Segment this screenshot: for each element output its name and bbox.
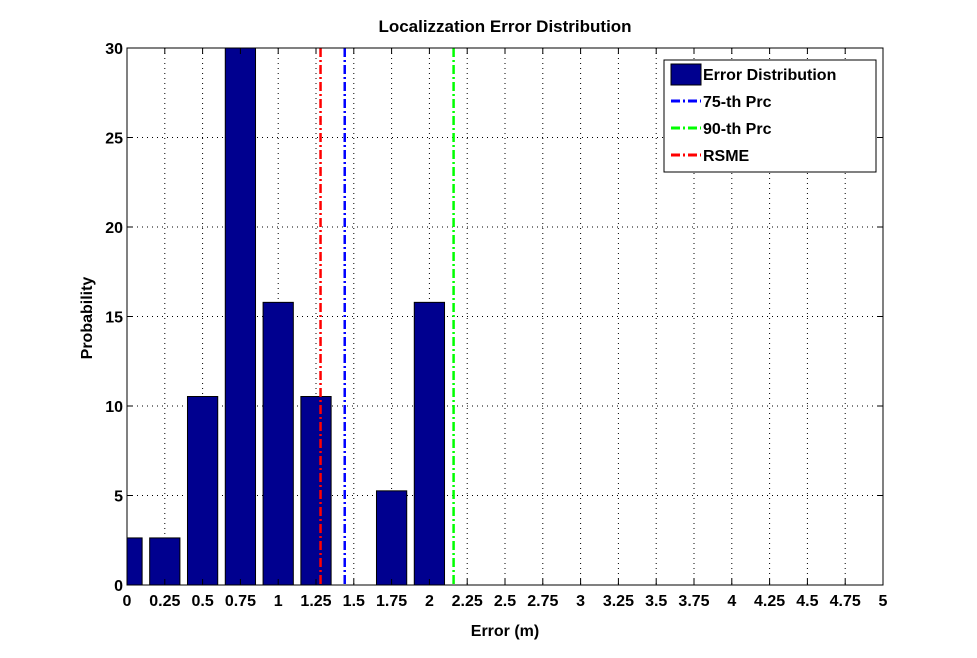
x-tick-label: 0.5 [191,593,213,610]
legend: Error Distribution 75-th Prc 90-th Prc RSME [663,59,877,173]
bar [300,396,332,586]
y-tick-label: 20 [105,220,123,237]
x-tick-label: 1.25 [300,593,331,610]
bar [413,301,446,586]
x-tick-label: 1 [274,593,283,610]
bars-group [126,47,446,586]
x-tick-label: 0.25 [149,593,180,610]
x-tick-label: 0 [123,593,132,610]
x-tick-label: 3.75 [678,593,709,610]
y-tick-label: 15 [105,310,123,327]
legend-label: 90-th Prc [703,121,772,138]
bar [262,301,294,586]
legend-label: 75-th Prc [703,94,772,111]
legend-swatch [670,63,702,86]
bar [375,490,408,586]
x-tick-label: 0.75 [225,593,256,610]
reference-lines [319,48,455,585]
x-tick-label: 2.75 [527,593,558,610]
y-tick-label: 0 [114,578,123,595]
x-axis-ticks: 0 0.25 0.5 0.75 1 1.25 1.5 1.75 2 2.25 2.5 2.75 3 3.2… [123,48,888,610]
x-tick-label: 4.25 [754,593,785,610]
x-tick-label: 2.5 [494,593,516,610]
chart-title: Localizzation Error Distribution [378,17,631,36]
x-tick-label: 2.25 [452,593,483,610]
x-tick-label: 1.75 [376,593,407,610]
x-tick-label: 1.5 [343,593,365,610]
legend-label: RSME [703,148,750,165]
y-axis-ticks: 0 5 10 15 20 25 30 [105,41,883,595]
y-axis-label: Probability [79,277,96,360]
y-tick-label: 30 [105,41,123,58]
y-tick-label: 25 [105,131,123,148]
x-tick-label: 3.25 [603,593,634,610]
x-tick-label: 3.5 [645,593,667,610]
bar [149,537,181,586]
x-tick-label: 2 [425,593,434,610]
bar [224,47,257,586]
y-tick-label: 10 [105,399,123,416]
y-tick-label: 5 [114,489,123,506]
x-axis-label: Error (m) [471,623,539,640]
x-tick-label: 4.75 [830,593,861,610]
x-tick-label: 4.5 [796,593,818,610]
bar [126,537,143,586]
legend-label: Error Distribution [703,67,836,84]
bar [186,396,219,586]
x-tick-label: 3 [576,593,585,610]
x-tick-label: 5 [879,593,888,610]
x-tick-label: 4 [727,593,736,610]
